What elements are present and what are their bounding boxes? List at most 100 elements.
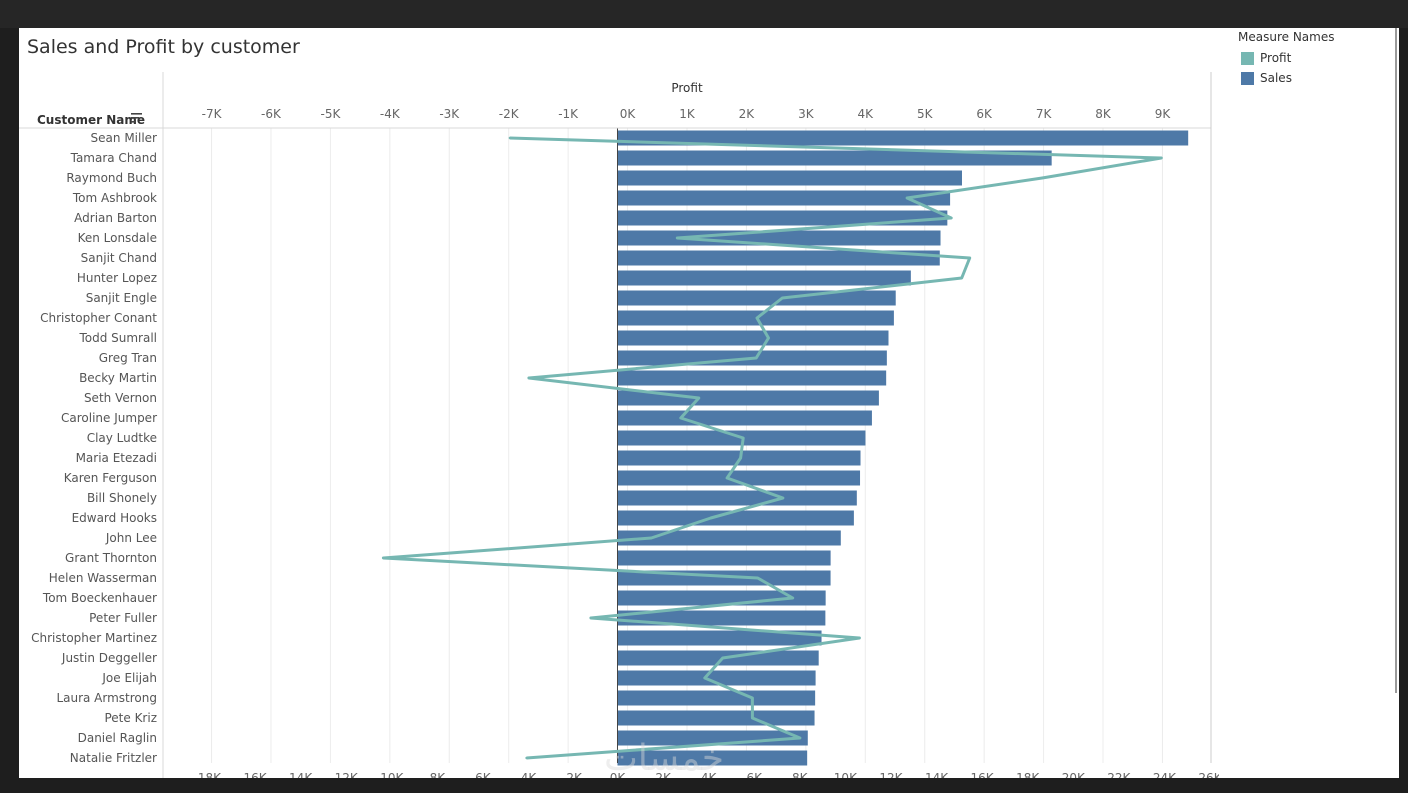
sales-bar[interactable] (617, 490, 857, 506)
sales-bar[interactable] (617, 190, 951, 206)
top-tick-label: -6K (261, 107, 282, 121)
profit-point[interactable] (676, 236, 679, 240)
profit-point[interactable] (527, 376, 531, 380)
sales-bar[interactable] (617, 670, 816, 686)
customer-label: Bill Shonely (87, 491, 157, 505)
profit-point[interactable] (725, 476, 729, 480)
sales-bar[interactable] (617, 250, 940, 266)
profit-point[interactable] (781, 496, 785, 500)
bottom-tick-label: -12K (330, 771, 359, 778)
customer-label: Caroline Jumper (61, 411, 157, 425)
profit-point[interactable] (709, 516, 713, 520)
profit-point[interactable] (755, 316, 759, 320)
sales-bar[interactable] (617, 610, 826, 626)
profit-point[interactable] (781, 296, 784, 300)
sales-bar[interactable] (617, 690, 816, 706)
bottom-tick-label: 24K (1153, 771, 1177, 778)
profit-point[interactable] (721, 656, 724, 660)
sales-bar[interactable] (617, 290, 896, 306)
profit-point[interactable] (751, 716, 754, 720)
bottom-tick-label: 22K (1107, 771, 1131, 778)
customer-label: Clay Ludtke (87, 431, 157, 445)
sales-bar[interactable] (617, 510, 854, 526)
bottom-tick-label: -8K (425, 771, 446, 778)
row-header-label[interactable]: Customer Name (37, 113, 145, 127)
sales-bar[interactable] (617, 130, 1189, 146)
top-axis-title: Profit (671, 81, 703, 95)
sales-bar[interactable] (617, 390, 879, 406)
top-tick-label: 3K (798, 107, 815, 121)
top-tick-label: 2K (739, 107, 756, 121)
profit-point[interactable] (905, 196, 909, 200)
bottom-tick-label: -16K (239, 771, 268, 778)
top-tick-label: -7K (202, 107, 223, 121)
sales-bar[interactable] (617, 750, 808, 766)
profit-point[interactable] (791, 596, 794, 600)
bottom-tick-label: 26K (1198, 771, 1219, 778)
top-tick-label: 5K (917, 107, 934, 121)
customer-label: Sean Miller (91, 131, 158, 145)
profit-point[interactable] (741, 436, 745, 440)
profit-point[interactable] (858, 636, 861, 640)
profit-point[interactable] (968, 256, 971, 260)
profit-point[interactable] (755, 356, 758, 360)
sales-bar[interactable] (617, 410, 872, 426)
top-tick-label: -5K (320, 107, 341, 121)
profit-point[interactable] (589, 616, 593, 620)
profit-point[interactable] (703, 676, 707, 680)
customer-label: Raymond Buch (66, 171, 157, 185)
legend-swatch-sales (1241, 71, 1254, 85)
profit-point[interactable] (1160, 156, 1163, 160)
sales-bar[interactable] (617, 530, 841, 546)
sort-descending-icon[interactable] (131, 113, 142, 123)
legend-label-sales: Sales (1260, 71, 1292, 85)
profit-point[interactable] (382, 556, 385, 560)
sales-bar[interactable] (617, 590, 826, 606)
sales-bar[interactable] (617, 270, 911, 286)
sales-bar[interactable] (617, 550, 831, 566)
sales-bar[interactable] (617, 210, 948, 226)
legend-swatch-profit (1241, 51, 1254, 65)
customer-label: Grant Thornton (65, 551, 157, 565)
bottom-tick-label: 12K (879, 771, 903, 778)
profit-point[interactable] (960, 276, 963, 280)
customer-label: John Lee (105, 531, 157, 545)
profit-point[interactable] (798, 736, 802, 740)
profit-point[interactable] (1040, 176, 1044, 180)
bottom-tick-label: 10K (834, 771, 858, 778)
profit-point[interactable] (697, 396, 701, 400)
sales-bar[interactable] (617, 330, 889, 346)
legend-item-profit[interactable]: Profit (1238, 48, 1388, 68)
legend-item-sales[interactable]: Sales (1238, 68, 1388, 88)
customer-label: Adrian Barton (74, 211, 157, 225)
sales-bar[interactable] (617, 470, 861, 486)
customer-label: Greg Tran (99, 351, 157, 365)
sales-bar[interactable] (617, 150, 1052, 166)
profit-point[interactable] (751, 696, 754, 700)
customer-label: Daniel Raglin (78, 731, 157, 745)
profit-point[interactable] (767, 336, 770, 340)
bottom-tick-label: -14K (285, 771, 314, 778)
profit-point[interactable] (650, 536, 653, 540)
profit-point[interactable] (508, 136, 512, 140)
customer-label: Laura Armstrong (56, 691, 157, 705)
profit-point[interactable] (679, 416, 683, 420)
profit-point[interactable] (949, 216, 953, 220)
vertical-scrollbar[interactable] (1395, 28, 1397, 693)
profit-point[interactable] (739, 456, 742, 460)
top-tick-label: 4K (858, 107, 875, 121)
bottom-tick-label: -18K (194, 771, 223, 778)
sales-bar[interactable] (617, 630, 822, 646)
profit-series-line[interactable] (381, 136, 1163, 760)
profit-point[interactable] (756, 576, 759, 580)
sales-bar[interactable] (617, 370, 887, 386)
window-top-bar (0, 0, 1408, 28)
profit-point[interactable] (525, 756, 528, 760)
sales-bar[interactable] (617, 650, 819, 666)
bottom-tick-label: 8K (792, 771, 809, 778)
bottom-tick-label: 2K (655, 771, 672, 778)
sales-bar[interactable] (617, 230, 941, 246)
chart-svg: -7K -6K -5K -4K -3K -2K -1K 0K 1K 2K 3K 4K 5K 6K 7K 8K 9… (19, 72, 1219, 778)
sales-bar[interactable] (617, 710, 815, 726)
sales-bar[interactable] (617, 170, 962, 186)
